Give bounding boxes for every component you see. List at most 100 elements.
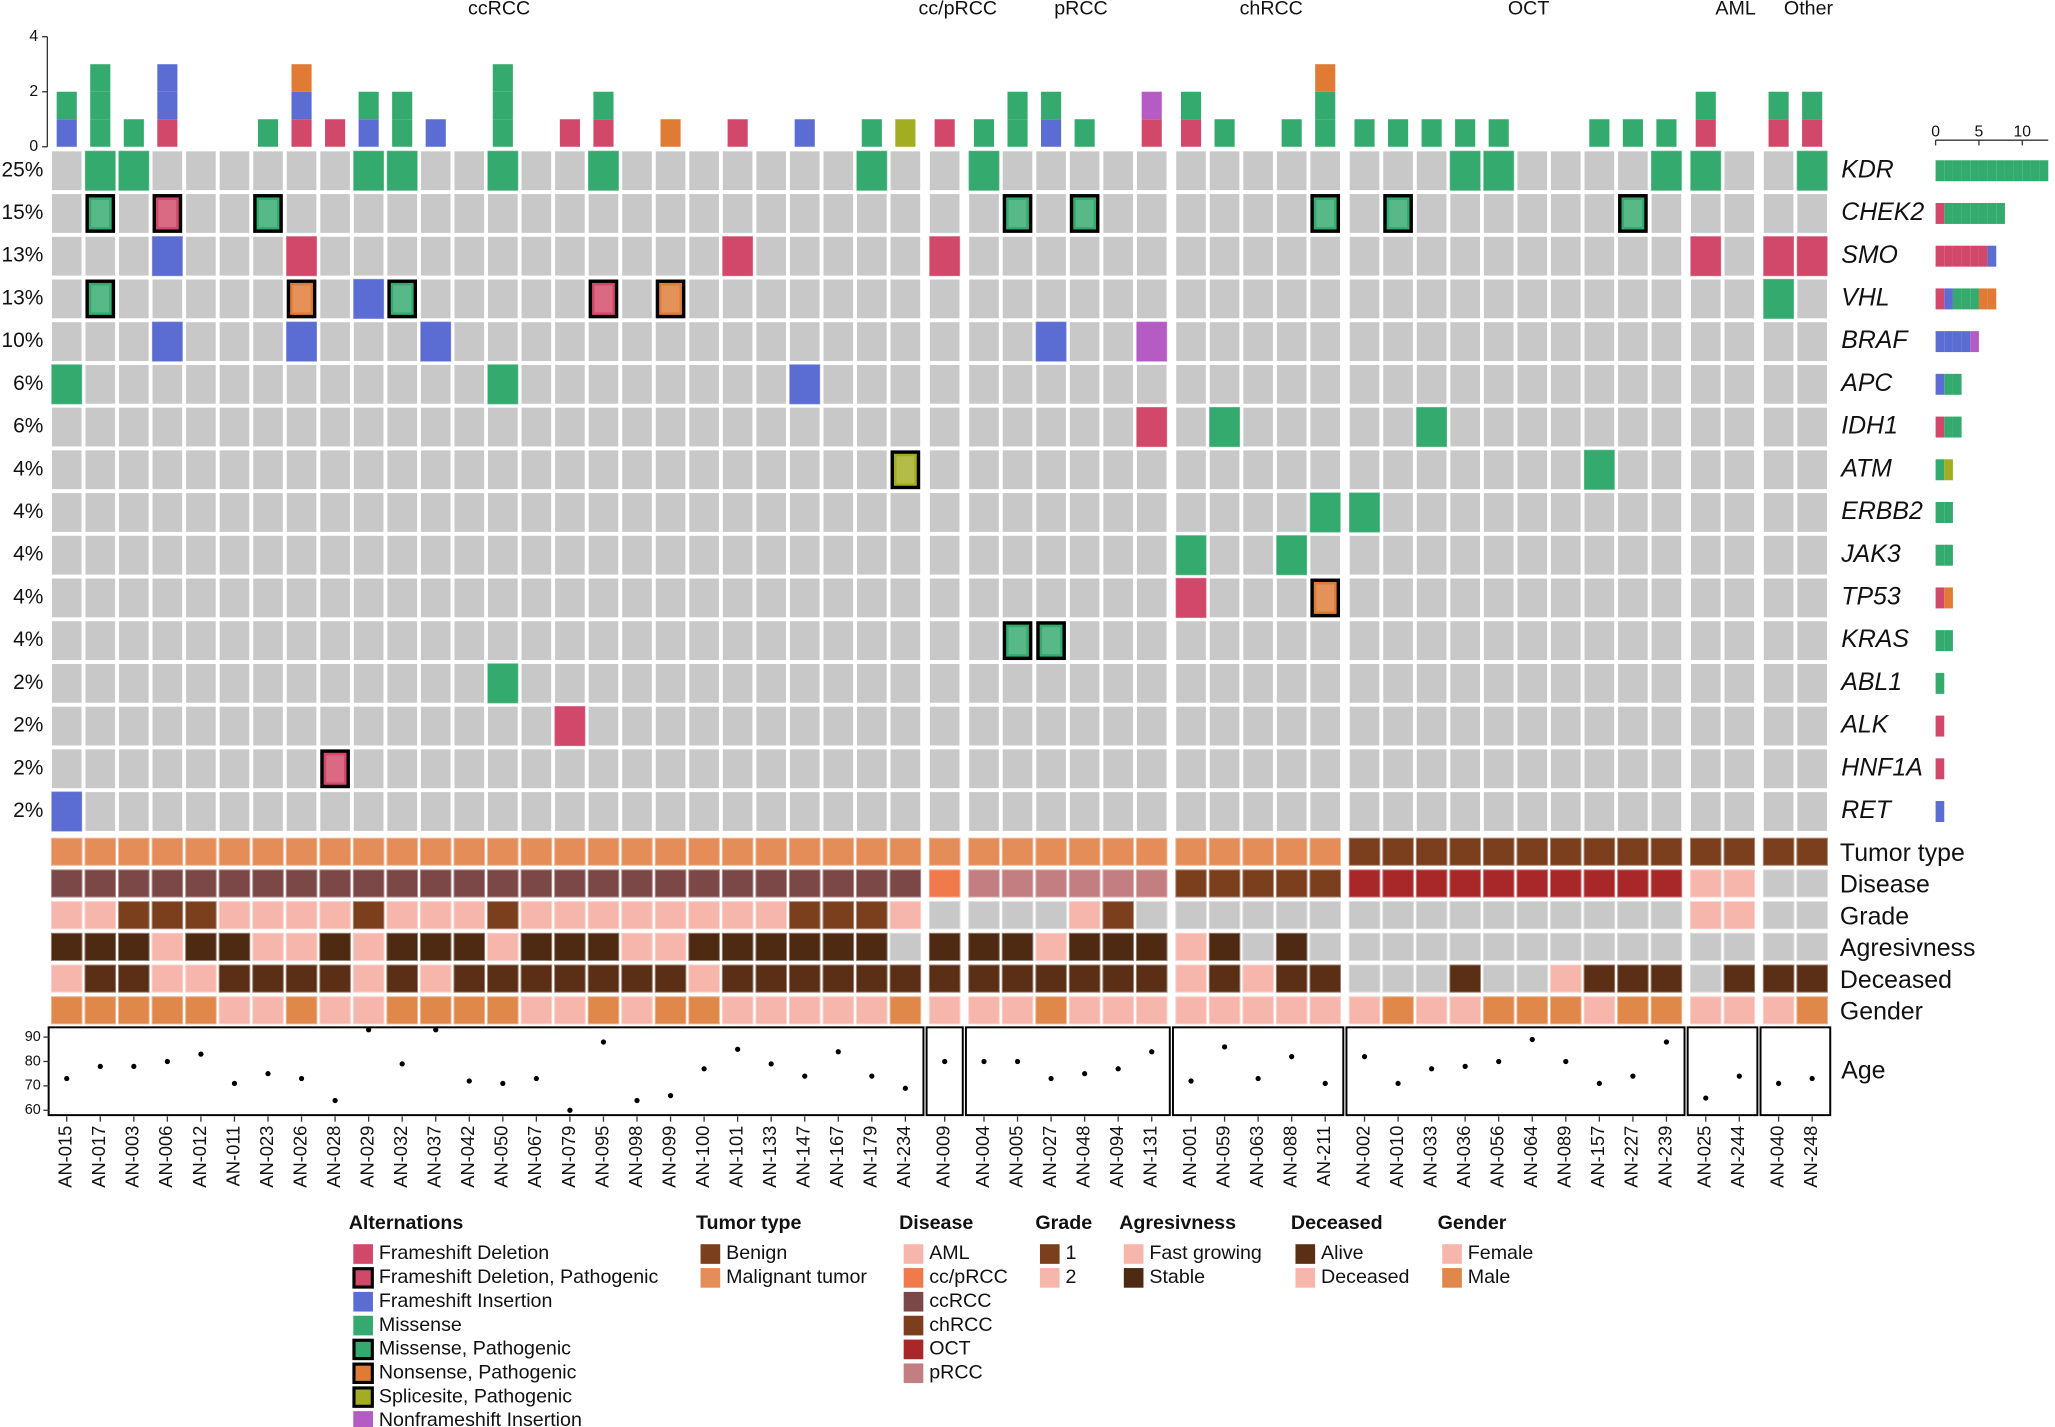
empty-cell (253, 792, 283, 831)
empty-cell (186, 450, 216, 490)
track-cell (252, 932, 284, 961)
side-bar-segment (1944, 288, 1953, 310)
side-bar-segment (2022, 160, 2031, 182)
empty-cell (1450, 279, 1480, 319)
empty-cell (521, 322, 552, 362)
empty-cell (1209, 706, 1240, 746)
legend-swatch (1039, 1244, 1060, 1264)
track-cell (1348, 932, 1381, 961)
empty-cell (890, 364, 921, 404)
empty-cell (420, 151, 451, 191)
empty-cell (1618, 450, 1648, 490)
alteration-cell (118, 150, 150, 191)
sample-label: AN-100 (692, 1126, 713, 1188)
side-bar-segment (1935, 416, 1945, 438)
empty-cell (1763, 578, 1794, 618)
age-point (500, 1080, 506, 1087)
empty-cell (1103, 792, 1133, 831)
empty-cell (689, 706, 719, 746)
empty-cell (1584, 151, 1615, 191)
empty-cell (454, 621, 485, 661)
alteration-cell (320, 749, 350, 789)
empty-cell (588, 194, 619, 233)
track-cell (1175, 869, 1207, 898)
empty-cell (253, 749, 283, 789)
empty-cell (655, 364, 686, 404)
track-cell (285, 869, 318, 898)
empty-cell (655, 194, 686, 233)
empty-cell (152, 450, 183, 490)
empty-cell (655, 706, 686, 746)
age-point (533, 1075, 539, 1082)
empty-cell (420, 535, 451, 575)
empty-cell (1483, 322, 1514, 362)
empty-cell (789, 706, 820, 746)
track-cell (319, 869, 351, 898)
group-label: chRCC (1240, 0, 1303, 19)
age-point (1529, 1036, 1535, 1043)
empty-cell (1276, 493, 1307, 532)
track-cell (822, 901, 855, 930)
empty-cell (1550, 535, 1581, 575)
side-bar-segment (1935, 758, 1945, 780)
top-bar-segment (358, 119, 379, 147)
empty-cell (119, 279, 149, 319)
track-cell (419, 901, 452, 930)
empty-cell (1276, 450, 1307, 490)
track-cell (1516, 901, 1549, 930)
sample-label: AN-012 (189, 1126, 210, 1188)
empty-cell (789, 663, 820, 703)
track-label: Agresivness (1840, 934, 1976, 962)
empty-cell (286, 493, 317, 532)
empty-cell (1690, 450, 1721, 490)
empty-cell (420, 578, 451, 618)
empty-cell (969, 322, 999, 362)
empty-cell (1797, 621, 1827, 661)
track-cell (1723, 932, 1756, 961)
empty-cell (1584, 749, 1615, 789)
empty-cell (521, 151, 552, 191)
age-point (198, 1051, 204, 1057)
age-point (768, 1061, 774, 1067)
empty-cell (186, 535, 216, 575)
empty-cell (51, 578, 82, 618)
empty-cell (521, 535, 552, 575)
empty-cell (823, 621, 854, 661)
track-cell (788, 932, 821, 961)
alteration-cell (1483, 150, 1515, 191)
track-cell (1516, 869, 1549, 898)
track-cell (688, 869, 720, 898)
empty-cell (253, 279, 283, 319)
empty-cell (1136, 663, 1167, 703)
empty-cell (1416, 621, 1447, 661)
empty-cell (1618, 236, 1648, 276)
frequency-label: 13% (1, 244, 43, 267)
empty-cell (1002, 535, 1033, 575)
track-cell (151, 964, 184, 993)
track-cell (453, 964, 486, 993)
age-point (981, 1058, 987, 1065)
empty-cell (454, 279, 485, 319)
track-cell (1102, 996, 1134, 1025)
sample-label: AN-098 (625, 1126, 646, 1188)
empty-cell (1550, 792, 1581, 831)
age-point (265, 1071, 271, 1077)
track-cell (1102, 964, 1134, 993)
empty-cell (1069, 749, 1100, 789)
empty-cell (1651, 792, 1682, 831)
top-bar-segment (660, 119, 681, 147)
empty-cell (1550, 407, 1581, 447)
empty-cell (1349, 236, 1380, 276)
top-bar-segment (1007, 91, 1028, 120)
empty-cell (1036, 706, 1066, 746)
empty-cell (1383, 749, 1413, 789)
empty-cell (823, 749, 854, 789)
empty-cell (152, 621, 183, 661)
track-cell (84, 996, 117, 1025)
track-cell (352, 932, 385, 961)
empty-cell (756, 450, 786, 490)
empty-cell (1136, 792, 1167, 831)
frequency-label: 4% (13, 628, 43, 651)
empty-cell (1797, 493, 1827, 532)
